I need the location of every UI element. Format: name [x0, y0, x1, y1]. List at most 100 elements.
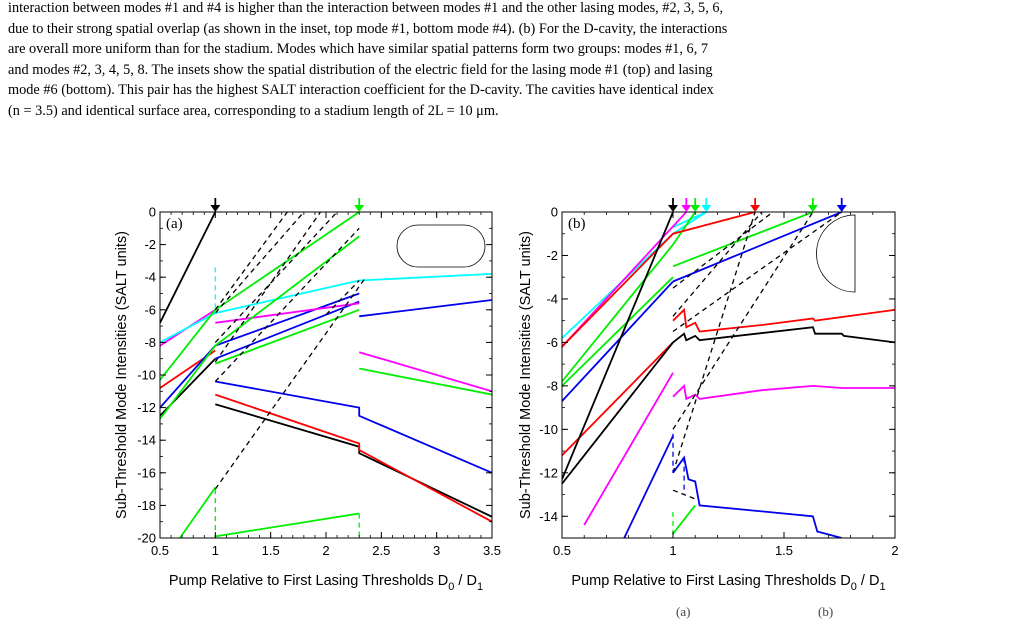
y-tick-label: -10	[137, 368, 156, 383]
x-tick-label: 3	[433, 543, 440, 558]
series-blue-segment	[562, 280, 674, 402]
y-tick-label: -8	[144, 335, 156, 350]
threshold-arrow-green-head	[354, 205, 365, 212]
series-black-dashed-segment	[672, 212, 763, 317]
series-green-segment	[179, 486, 217, 538]
x-tick-label: 3.5	[483, 543, 501, 558]
caption-line: are overall more uniform than for the st…	[8, 41, 708, 57]
series-blue-segment	[623, 435, 674, 538]
series-black-dashed-segment	[672, 212, 774, 289]
caption-line: interaction between modes #1 and #4 is h…	[8, 0, 724, 16]
series-green-segment	[214, 308, 360, 365]
series-blue-segment	[672, 455, 842, 538]
series-magenta-segment	[672, 384, 895, 401]
x-axis-label-subscript: 0	[448, 581, 454, 593]
series-green-segment	[160, 235, 360, 420]
series-cyan-segment	[160, 312, 216, 344]
series-blue-segment	[215, 380, 492, 474]
x-tick-label: 1	[212, 543, 219, 558]
x-axis-label-part: Pump Relative to First Lasing Thresholds…	[169, 573, 448, 589]
stadium-inset-shape	[396, 224, 486, 268]
series-black-dashed-segment	[214, 278, 366, 490]
y-tick-label: -12	[539, 465, 558, 480]
series-green-segment	[562, 212, 696, 383]
threshold-arrow-green-head	[690, 205, 701, 212]
y-tick-label: -2	[144, 237, 156, 252]
footer-fragment-left: (a)	[676, 604, 691, 619]
x-axis-label: Pump Relative to First Lasing Thresholds…	[169, 573, 483, 593]
figure-caption: interaction between modes #1 and #4 is h…	[8, 0, 1020, 121]
x-axis-label-part: / D	[454, 573, 477, 589]
series-green-segment	[359, 367, 492, 396]
panel-label: (a)	[166, 216, 183, 232]
series-red-segment	[562, 212, 756, 348]
y-axis-label: Sub-Threshold Mode Intensities (SALT uni…	[114, 231, 130, 519]
series-green-segment	[672, 212, 814, 268]
x-tick-label: 2	[322, 543, 329, 558]
series-black-dashed-segment	[214, 227, 360, 382]
y-tick-label: -4	[144, 270, 156, 285]
caption-line: mode #6 (bottom). This pair has the high…	[8, 82, 714, 98]
x-tick-label: 2.5	[372, 543, 390, 558]
series-black-dashed-segment	[672, 212, 843, 333]
x-axis-label-part: Pump Relative to First Lasing Thresholds…	[571, 573, 850, 589]
series-blue-segment	[672, 212, 843, 283]
series-black-dashed-segment	[672, 489, 696, 500]
caption-line: (n = 3.5) and identical surface area, co…	[8, 102, 499, 119]
series-black-segment	[562, 212, 674, 480]
y-tick-label: 0	[551, 205, 558, 220]
y-tick-label: -10	[539, 422, 558, 437]
y-tick-label: -16	[137, 465, 156, 480]
threshold-arrow-black-head	[210, 205, 221, 212]
series-black-segment	[672, 326, 895, 344]
y-tick-label: -20	[137, 531, 156, 546]
y-tick-label: -8	[546, 378, 558, 393]
series-blue-segment	[359, 299, 492, 318]
series-red-segment	[215, 393, 492, 523]
series-black-dashed-segment	[214, 212, 288, 311]
y-tick-label: -14	[137, 433, 156, 448]
series-green-segment	[672, 504, 696, 535]
footer-fragment-right: (b)	[818, 604, 834, 619]
x-tick-label: 1.5	[775, 543, 793, 558]
y-tick-label: -12	[137, 400, 156, 415]
next-caption-fragment: (a) (b)	[0, 604, 1028, 631]
series-black-dashed-segment	[325, 280, 360, 316]
y-tick-label: 0	[149, 205, 156, 220]
caption-line: and modes #2, 3, 4, 5, 8. The insets sho…	[8, 61, 713, 78]
y-tick-label: -2	[546, 248, 558, 263]
x-axis-label-part: / D	[857, 573, 880, 589]
series-magenta-segment	[562, 212, 687, 348]
series-black-dashed-segment	[214, 212, 305, 314]
x-tick-label: 1.5	[262, 543, 280, 558]
plot-frame	[561, 211, 896, 539]
y-tick-label: -14	[539, 509, 558, 524]
x-tick-label: 2	[891, 543, 898, 558]
series-green-segment	[215, 512, 360, 538]
threshold-arrow-green-head	[807, 205, 818, 212]
threshold-arrow-magenta-head	[681, 205, 692, 212]
series-black-dashed-segment	[672, 212, 756, 473]
x-axis-label-subscript: 1	[879, 581, 885, 593]
y-tick-label: -18	[137, 498, 156, 513]
series-black-segment	[160, 212, 217, 324]
caption-line: due to their strong spatial overlap (as …	[8, 20, 728, 37]
series-red-segment	[672, 307, 895, 333]
x-axis-label-subscript: 1	[477, 581, 483, 593]
x-tick-label: 0.5	[151, 543, 169, 558]
d-cavity-inset-shape	[816, 214, 856, 293]
y-tick-label: -6	[144, 302, 156, 317]
series-black-dashed-segment	[672, 212, 814, 430]
series-blue-segment	[214, 300, 360, 360]
x-tick-label: 1	[669, 543, 676, 558]
panel-label: (b)	[568, 216, 586, 232]
y-tick-label: -6	[546, 335, 558, 350]
threshold-arrow-black-head	[668, 205, 678, 212]
x-tick-label: 0.5	[553, 543, 571, 558]
series-black-segment	[562, 341, 674, 485]
series-black-dashed-segment	[214, 212, 338, 343]
threshold-arrow-red-head	[750, 205, 761, 212]
series-group	[562, 212, 895, 538]
